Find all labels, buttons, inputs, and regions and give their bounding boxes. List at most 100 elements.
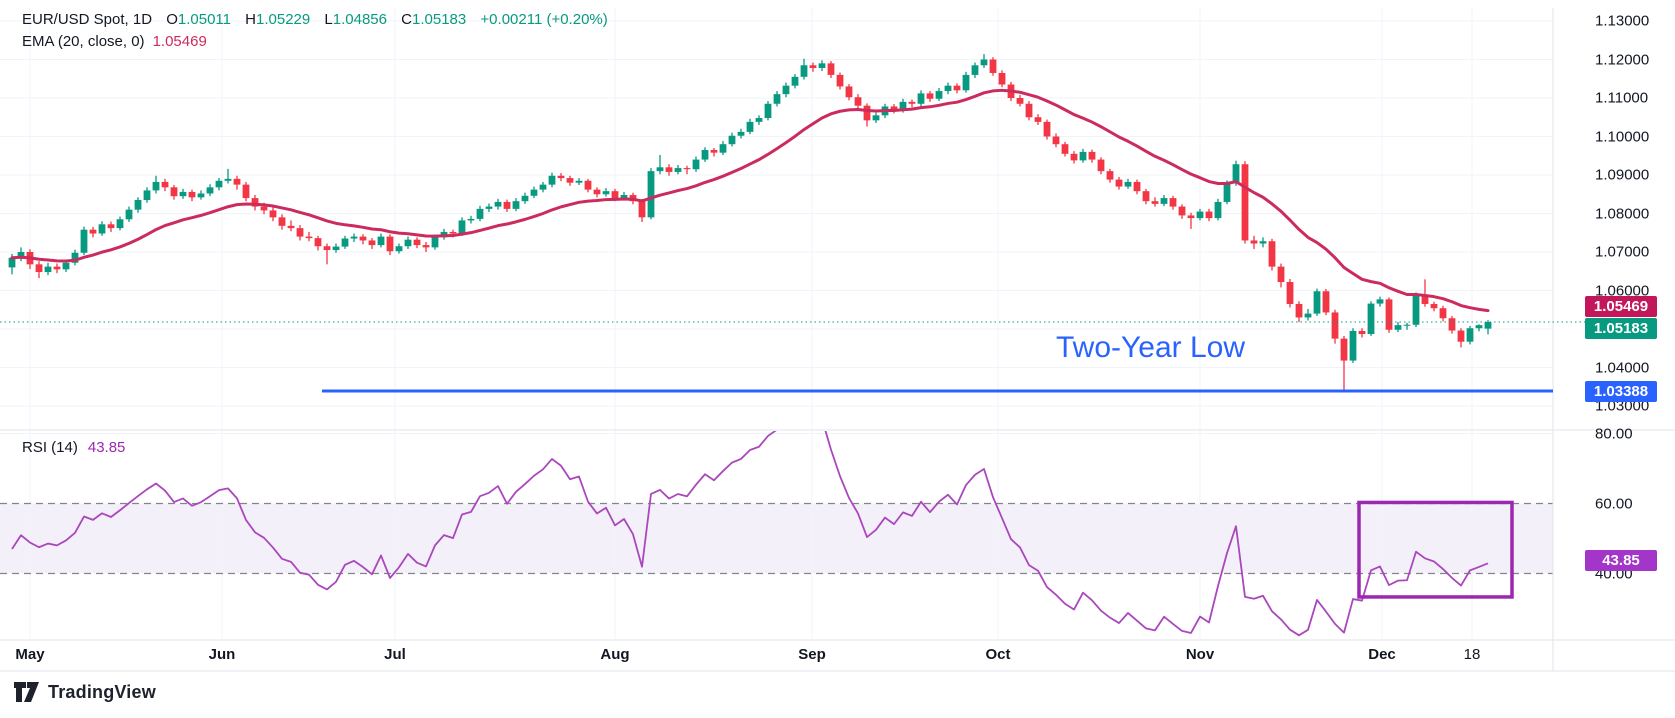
candle-body	[818, 63, 826, 68]
candle-body	[1043, 121, 1051, 137]
high-label: H	[245, 11, 257, 28]
close-label: C	[401, 11, 413, 28]
time-axis[interactable]: May Jun Jul Aug Sep Oct Nov Dec 18	[0, 640, 1675, 672]
candle-body	[953, 85, 961, 91]
candle-body	[647, 171, 655, 218]
candle-body	[1286, 282, 1294, 304]
candle-body	[1052, 136, 1060, 145]
candle-body	[485, 206, 493, 209]
price-axis-label: 1.08000	[1595, 205, 1650, 222]
candle-body	[602, 191, 610, 195]
candle-body	[116, 219, 124, 229]
candle-body	[1169, 198, 1177, 207]
price-axis-label: 1.04000	[1595, 359, 1650, 376]
candle-body	[611, 191, 619, 199]
candle-body	[215, 180, 223, 188]
candle-body	[1214, 201, 1222, 219]
candle-body	[1376, 299, 1384, 304]
time-axis-label: Nov	[1185, 646, 1215, 663]
candle-body	[593, 189, 601, 195]
candle-body	[152, 181, 160, 191]
candle-body	[206, 187, 214, 194]
candle-body	[917, 93, 925, 104]
main-legend: EUR/USD Spot, 1D O1.05011 H1.05229 L1.04…	[22, 10, 608, 54]
rsi-line[interactable]	[11, 414, 1489, 637]
candle-body	[1124, 181, 1132, 187]
candle-body	[395, 246, 403, 252]
low-value: 1.04856	[332, 11, 387, 28]
candle-body	[467, 218, 475, 221]
candle-body	[683, 168, 691, 170]
candle-body	[359, 236, 367, 241]
candle-body	[1205, 211, 1213, 219]
candle-body	[143, 190, 151, 201]
two-year-low-annotation[interactable]: Two-Year Low	[1056, 331, 1245, 364]
candle-body	[134, 200, 142, 210]
candle-body	[1187, 215, 1195, 219]
price-axis-label: 1.07000	[1595, 243, 1650, 261]
time-axis-label: Oct	[985, 646, 1011, 663]
candle-body	[251, 198, 259, 207]
candle-body	[971, 65, 979, 75]
candle-body	[908, 101, 916, 104]
ema-label: EMA (20, close, 0)	[22, 33, 145, 50]
price-axis-label: 1.09000	[1595, 166, 1650, 184]
candle-body	[449, 231, 457, 234]
candle-body	[863, 105, 871, 121]
time-axis-label: Jul	[384, 646, 406, 663]
candle-body	[458, 220, 466, 234]
candle-body	[1322, 291, 1330, 313]
candle-body	[512, 201, 520, 209]
tradingview-branding[interactable]: TradingView	[13, 681, 156, 703]
tradingview-brand-text: TradingView	[48, 681, 156, 702]
candle-body	[224, 178, 232, 181]
candle-body	[1367, 303, 1375, 335]
price-axis-label: 1.10000	[1595, 128, 1650, 145]
candles-layer[interactable]	[8, 54, 1492, 393]
candle-body	[1016, 98, 1024, 104]
candle-body	[854, 97, 862, 106]
time-axis-label: Jun	[208, 646, 236, 663]
ema-value: 1.05469	[152, 33, 207, 50]
candle-body	[773, 94, 781, 104]
candle-body	[530, 189, 538, 196]
trendline-price-badge: 1.03388	[1585, 380, 1657, 402]
candle-body	[1232, 164, 1240, 184]
candle-body	[314, 238, 322, 247]
ema-line[interactable]	[10, 88, 1490, 313]
candle-body	[107, 224, 115, 229]
time-axis-label: Dec	[1368, 646, 1396, 663]
candle-body	[539, 184, 547, 190]
candle-body	[557, 175, 565, 179]
tradingview-logo-icon	[14, 682, 39, 702]
candle-body	[665, 167, 673, 172]
candle-body	[1475, 325, 1483, 329]
price-axis-label: 1.13000	[1595, 12, 1650, 30]
low-label: L	[324, 11, 333, 28]
rsi-rectangle-drawing[interactable]	[1357, 500, 1514, 599]
candle-body	[98, 224, 106, 234]
candle-body	[44, 266, 52, 273]
candle-body	[260, 206, 268, 211]
candle-body	[620, 195, 628, 199]
candle-body	[728, 135, 736, 145]
candle-body	[125, 209, 133, 220]
candle-body	[1358, 330, 1366, 335]
candle-body	[710, 149, 718, 153]
candle-body	[1448, 318, 1456, 331]
ema-legend-row[interactable]: EMA (20, close, 0) 1.05469	[22, 32, 608, 52]
symbol-legend-row[interactable]: EUR/USD Spot, 1D O1.05011 H1.05229 L1.04…	[22, 10, 608, 30]
candle-body	[1385, 299, 1393, 330]
candle-body	[431, 237, 439, 248]
candle-body	[944, 85, 952, 92]
rsi-legend-row[interactable]: RSI (14) 43.85	[22, 438, 125, 458]
rsi-axis[interactable]: 80.00 60.00 40.00	[1553, 0, 1675, 718]
candle-body	[1331, 312, 1339, 339]
candle-body	[521, 195, 529, 202]
candle-body	[1457, 330, 1465, 342]
candle-body	[332, 246, 340, 251]
candle-body	[269, 210, 277, 218]
rsi-label: RSI (14)	[22, 439, 78, 456]
symbol-title[interactable]: EUR/USD Spot, 1D	[22, 11, 153, 28]
